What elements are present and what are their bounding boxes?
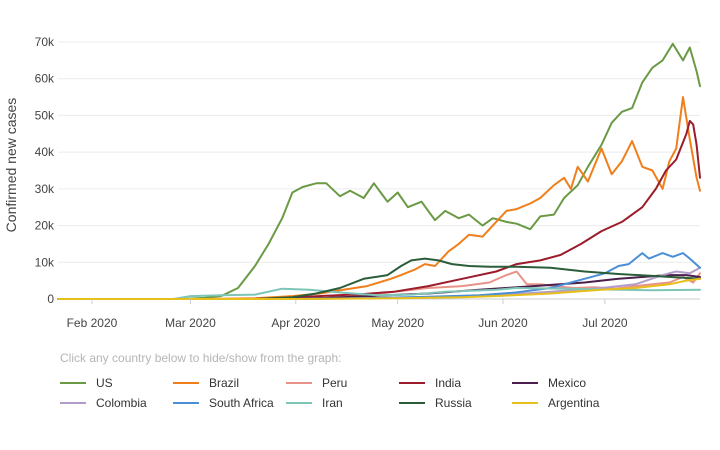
legend-swatch	[512, 401, 538, 404]
legend-item-argentina[interactable]: Argentina	[512, 395, 625, 410]
y-tick-label: 0	[47, 292, 54, 306]
legend-swatch	[173, 381, 199, 384]
series-line-iran	[57, 287, 701, 300]
legend-hint: Click any country below to hide/show fro…	[60, 351, 342, 365]
legend-item-peru[interactable]: Peru	[286, 375, 399, 390]
legend-label: India	[435, 375, 462, 390]
legend-item-russia[interactable]: Russia	[399, 395, 512, 410]
series-line-russia	[57, 257, 701, 300]
legend-item-us[interactable]: US	[60, 375, 173, 390]
legend-label: Argentina	[548, 395, 600, 410]
legend-label: Peru	[322, 375, 348, 390]
x-tick-label: May 2020	[371, 316, 424, 330]
legend-label: Mexico	[548, 375, 587, 390]
legend: US Brazil Peru India Mexico Colombia South Afr…	[60, 375, 660, 410]
legend-swatch	[399, 401, 425, 404]
legend-label: Russia	[435, 395, 472, 410]
y-tick-label: 60k	[35, 72, 55, 86]
legend-swatch	[173, 401, 199, 404]
y-tick-label: 40k	[35, 145, 55, 159]
y-tick-label: 30k	[35, 182, 55, 196]
y-axis-ticks: 0 10k 20k 30k 40k 50k 60k 70k	[35, 35, 55, 306]
legend-swatch	[60, 381, 86, 384]
y-tick-label: 20k	[35, 219, 55, 233]
x-tick-label: Mar 2020	[165, 316, 216, 330]
legend-item-brazil[interactable]: Brazil	[173, 375, 286, 390]
x-tick-label: Apr 2020	[271, 316, 320, 330]
legend-swatch	[60, 401, 86, 404]
x-tick-label: Jul 2020	[582, 316, 628, 330]
legend-swatch	[286, 401, 312, 404]
y-tick-label: 50k	[35, 108, 55, 122]
legend-swatch	[399, 381, 425, 384]
x-tick-label: Feb 2020	[67, 316, 118, 330]
x-tick-label: Jun 2020	[478, 316, 528, 330]
series-line-argentina	[57, 277, 701, 300]
y-axis-label: Confirmed new cases	[3, 98, 19, 233]
legend-item-india[interactable]: India	[399, 375, 512, 390]
series-line-brazil	[57, 96, 701, 300]
legend-swatch	[512, 381, 538, 384]
grid	[58, 41, 700, 300]
legend-label: South Africa	[209, 395, 274, 410]
legend-item-mexico[interactable]: Mexico	[512, 375, 625, 390]
cases-chart: 0 10k 20k 30k 40k 50k 60k 70k Feb 2020 Mar 2020 A…	[3, 35, 701, 330]
legend-item-south-africa[interactable]: South Africa	[173, 395, 286, 410]
series-line-us	[57, 42, 701, 300]
series-lines	[57, 42, 701, 300]
y-tick-label: 70k	[35, 35, 55, 49]
legend-item-colombia[interactable]: Colombia	[60, 395, 173, 410]
legend-label: Colombia	[96, 395, 147, 410]
legend-item-iran[interactable]: Iran	[286, 395, 399, 410]
legend-label: US	[96, 375, 113, 390]
x-axis-ticks: Feb 2020 Mar 2020 Apr 2020 May 2020 Jun 2020…	[67, 299, 628, 330]
legend-swatch	[286, 381, 312, 384]
legend-label: Brazil	[209, 375, 240, 390]
y-tick-label: 10k	[35, 255, 55, 269]
legend-label: Iran	[322, 395, 343, 410]
